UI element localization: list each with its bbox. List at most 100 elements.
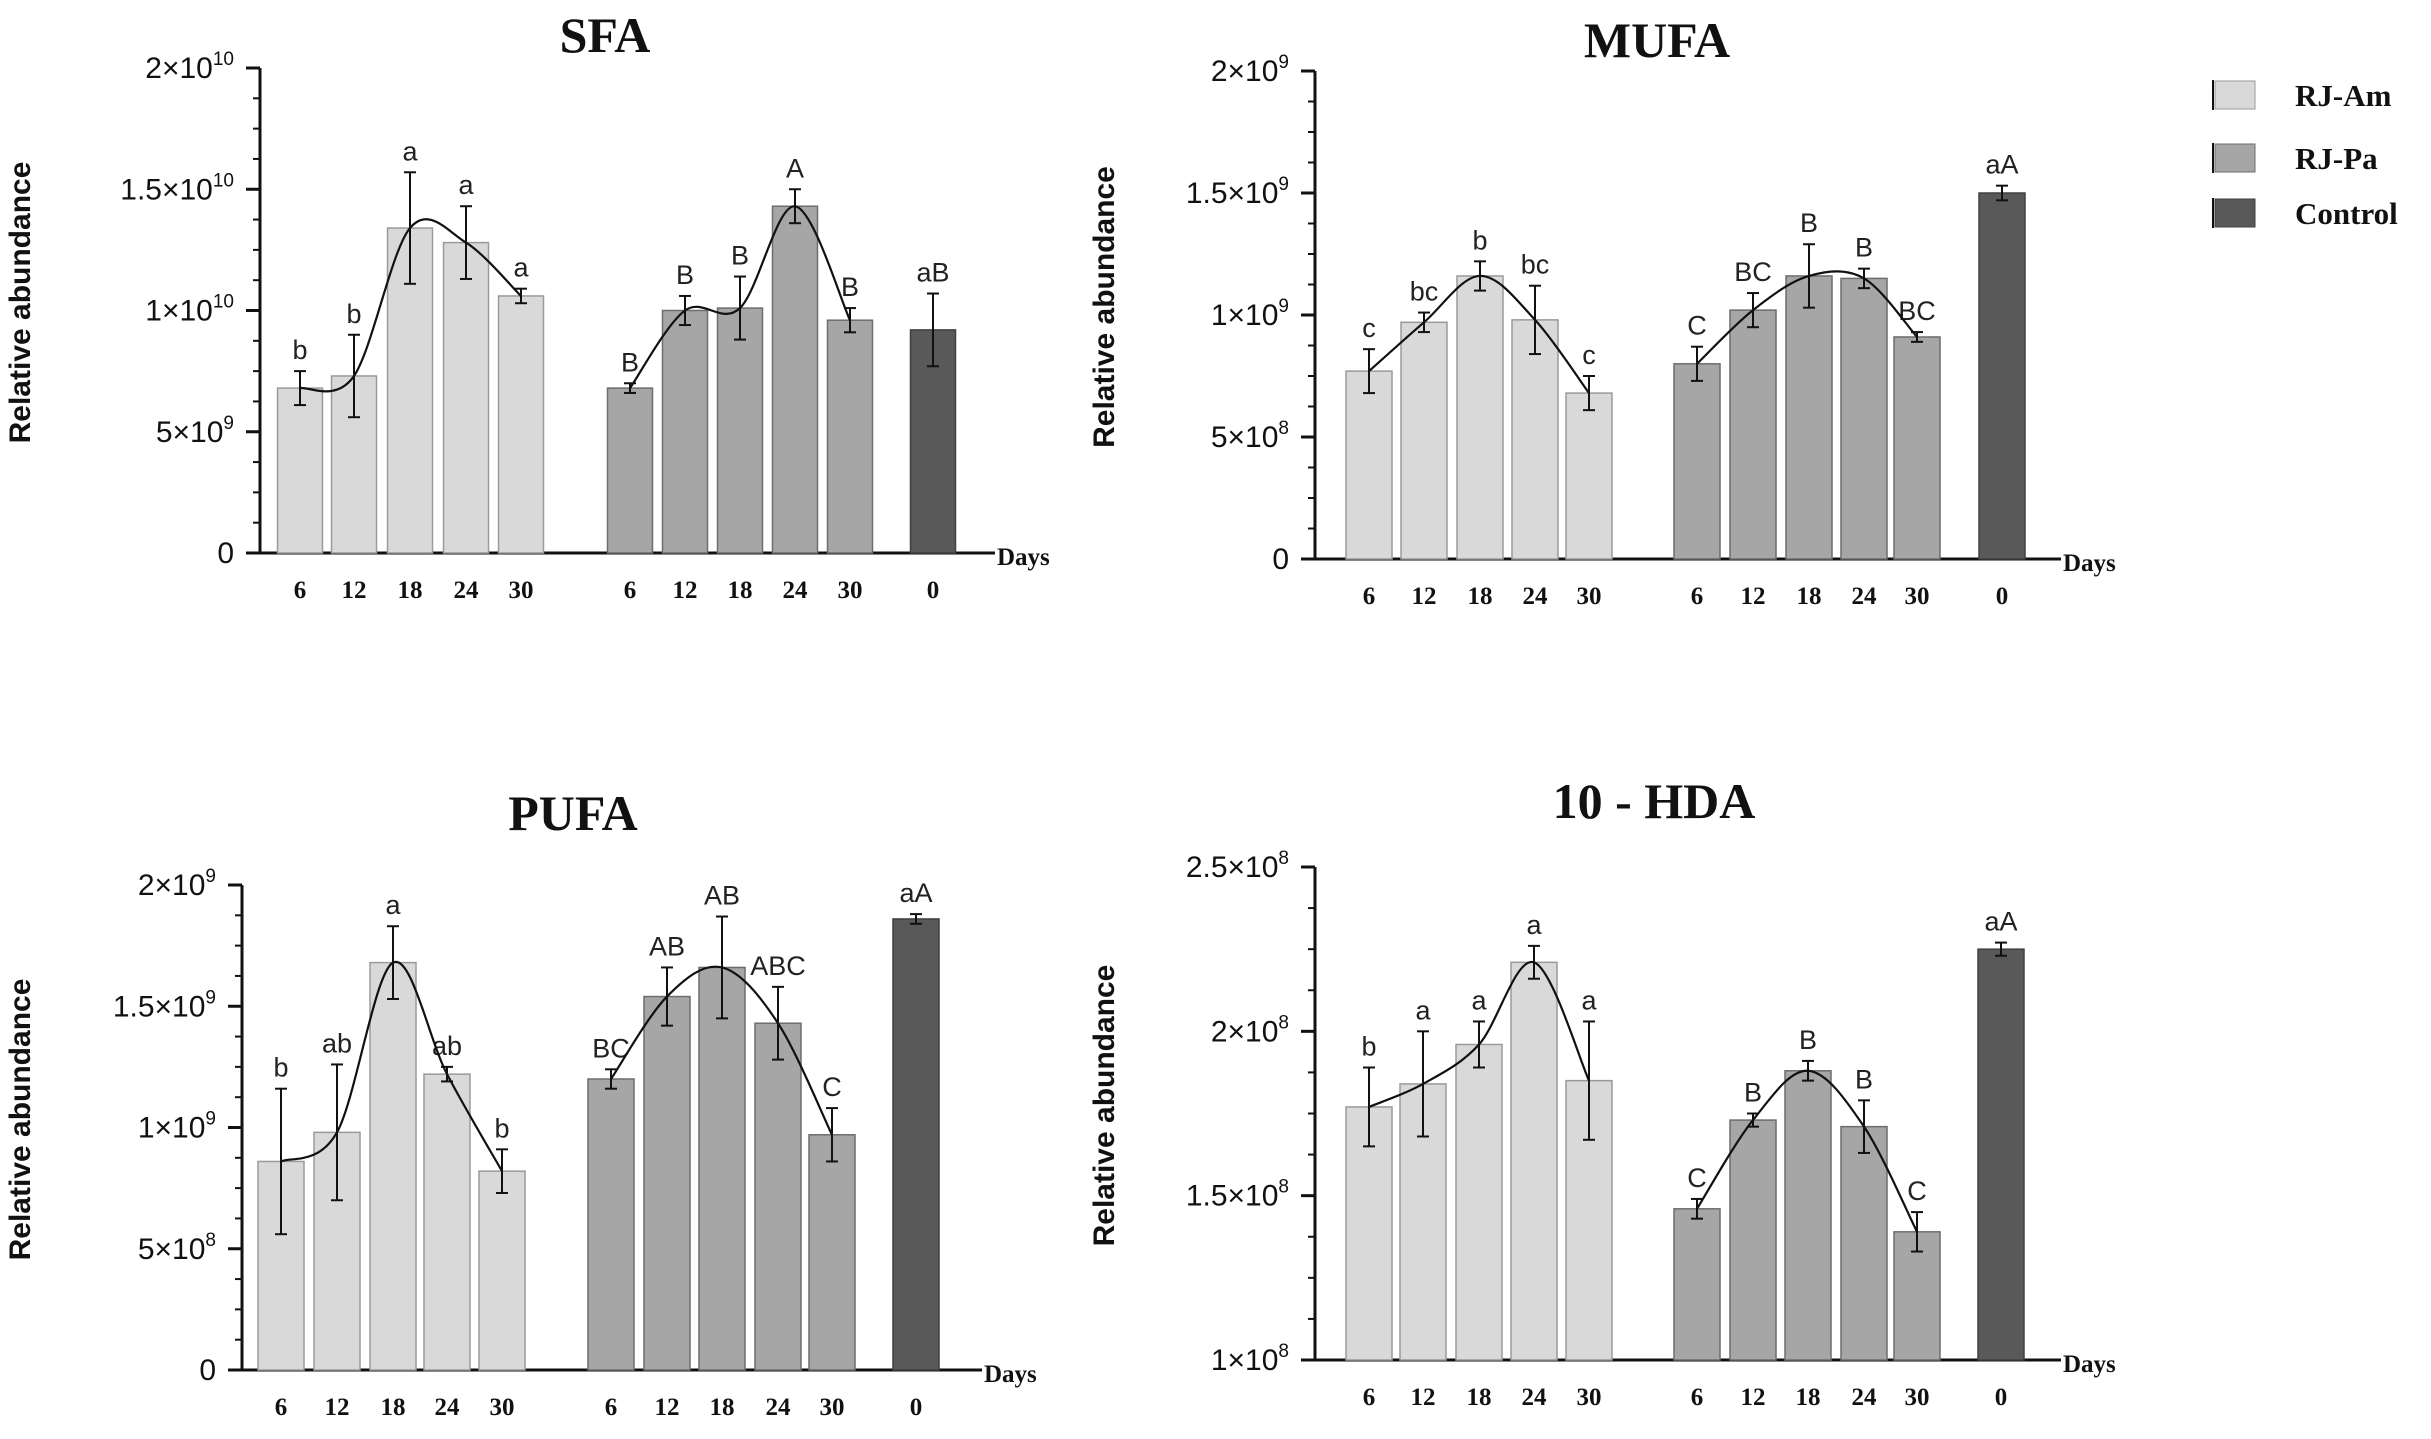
x-tick-label: 0	[910, 1394, 923, 1421]
significance-label: C	[1687, 311, 1707, 341]
y-tick-label: 2×108	[1211, 1012, 1289, 1048]
significance-label: a	[402, 136, 418, 166]
significance-label: b	[494, 1113, 509, 1143]
legend-swatch	[2214, 198, 2256, 228]
significance-label: c	[1362, 313, 1376, 343]
x-tick-label: 6	[275, 1394, 288, 1421]
bar	[771, 205, 819, 554]
y-tick-label: 1×108	[1211, 1341, 1289, 1377]
bar	[754, 1022, 802, 1371]
x-axis-label: Days	[2063, 550, 2116, 577]
y-axis-label: Relative abundance	[1088, 965, 1121, 1247]
x-tick-label: 6	[1691, 1384, 1704, 1411]
x-tick-label: 30	[1577, 583, 1602, 610]
bar	[1565, 392, 1613, 560]
bar	[369, 961, 417, 1371]
bar	[643, 995, 691, 1371]
x-tick-label: 30	[1905, 1384, 1930, 1411]
bar	[1455, 1043, 1503, 1361]
significance-label: C	[822, 1072, 842, 1102]
bar	[1673, 363, 1721, 560]
bar	[587, 1078, 635, 1371]
chart-pufa: PUFA Relative abundance 0 5×108 1×109 1.5×109…	[4, 785, 1037, 1421]
x-tick-label: 24	[1522, 1384, 1548, 1411]
x-tick-label: 12	[1741, 1384, 1766, 1411]
x-tick-label: 6	[624, 577, 637, 604]
significance-label: b	[273, 1053, 288, 1083]
significance-label: a	[1415, 995, 1431, 1025]
chart-mufa: MUFA Relative abundance 0 5×108 1×109 1.5×109…	[1088, 12, 2116, 610]
y-tick-label: 0	[1272, 543, 1289, 576]
x-tick-label: 18	[398, 577, 423, 604]
y-tick-label: 1×109	[1211, 296, 1289, 332]
x-tick-label: 18	[710, 1394, 735, 1421]
significance-label: aA	[1984, 907, 2017, 937]
trend-curve	[1368, 274, 1590, 394]
significance-label: bc	[1410, 277, 1439, 307]
y-tick-label: 2×1010	[145, 49, 234, 85]
significance-label: B	[1800, 208, 1818, 238]
trend-curve	[610, 965, 833, 1136]
significance-label: aA	[899, 878, 932, 908]
y-axis-label: Relative abundance	[4, 979, 37, 1261]
significance-label: aA	[1985, 150, 2018, 180]
bar	[698, 966, 746, 1371]
bar	[1345, 1106, 1393, 1361]
significance-label: b	[292, 335, 307, 365]
x-tick-label: 18	[1467, 1384, 1492, 1411]
x-tick-label: 30	[820, 1394, 845, 1421]
chart-title: MUFA	[1584, 12, 1730, 68]
trend-curve	[1696, 1069, 1918, 1233]
y-tick-label: 2.5×108	[1186, 848, 1289, 884]
trend-curve	[1696, 270, 1918, 365]
x-tick-label: 12	[655, 1394, 680, 1421]
bar	[1456, 275, 1504, 560]
bar	[478, 1170, 526, 1371]
significance-label: a	[458, 170, 474, 200]
x-axis-label: Days	[997, 544, 1050, 571]
y-tick-label: 1.5×109	[113, 987, 216, 1023]
x-tick-label: 12	[325, 1394, 350, 1421]
x-tick-label: 30	[1577, 1384, 1602, 1411]
bar	[606, 387, 654, 554]
significance-label: B	[621, 347, 639, 377]
significance-label: a	[1581, 985, 1597, 1015]
x-tick-label: 6	[605, 1394, 618, 1421]
bar	[1729, 309, 1777, 560]
x-tick-label: 18	[1797, 583, 1822, 610]
legend-label: Control	[2295, 196, 2398, 231]
significance-label: B	[1855, 1064, 1873, 1094]
x-tick-label: 0	[927, 577, 940, 604]
bar	[1840, 277, 1888, 560]
bar	[1400, 321, 1448, 560]
x-tick-label: 12	[673, 577, 698, 604]
chart-title: SFA	[560, 7, 651, 63]
legend: RJ-Am RJ-Pa Control	[2212, 78, 2398, 231]
x-tick-label: 6	[1691, 583, 1704, 610]
trend-curve	[280, 960, 503, 1172]
y-axis-label: Relative abundance	[1088, 166, 1121, 448]
bar	[826, 319, 874, 554]
significance-label: c	[1582, 340, 1596, 370]
significance-label: B	[1744, 1078, 1762, 1108]
significance-label: b	[1361, 1031, 1376, 1061]
significance-label: a	[385, 890, 401, 920]
significance-label: ABC	[750, 951, 806, 981]
legend-label: RJ-Am	[2295, 78, 2392, 113]
bar	[1510, 961, 1558, 1361]
x-tick-label: 0	[1996, 583, 2009, 610]
y-tick-label: 0	[199, 1354, 216, 1387]
significance-label: B	[1855, 233, 1873, 263]
significance-label: C	[1907, 1176, 1927, 1206]
significance-label: BC	[1734, 257, 1772, 287]
trend-curve	[299, 218, 522, 393]
significance-label: A	[786, 153, 804, 183]
x-tick-label: 18	[381, 1394, 406, 1421]
significance-label: B	[731, 241, 749, 271]
bar	[1840, 1125, 1888, 1361]
y-tick-label: 2×109	[1211, 52, 1289, 88]
y-tick-label: 5×108	[1211, 418, 1289, 454]
x-tick-label: 30	[838, 577, 863, 604]
x-tick-label: 24	[1852, 1384, 1878, 1411]
